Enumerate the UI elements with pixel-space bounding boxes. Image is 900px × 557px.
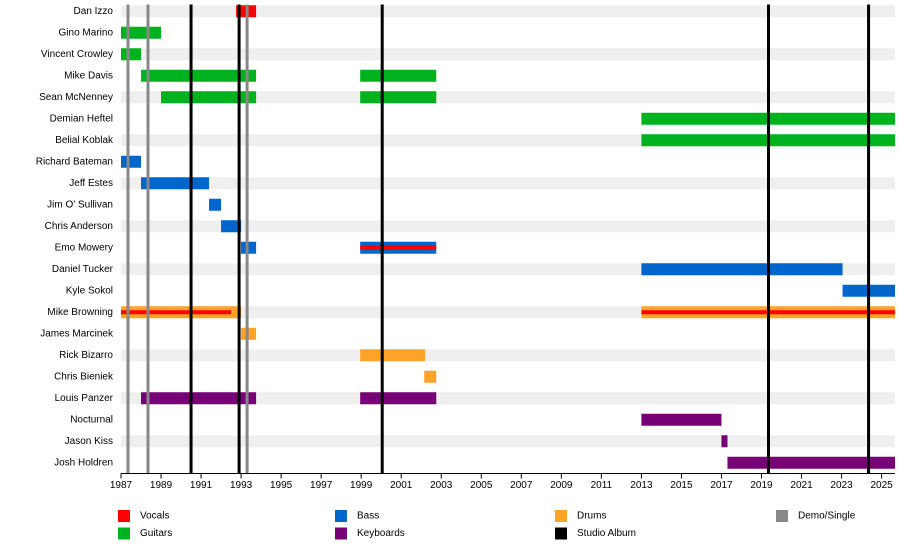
x-tick-label: 2001 (390, 480, 413, 491)
legend-label: Studio Album (577, 528, 636, 539)
x-tick-label: 2025 (870, 480, 893, 491)
x-tick-label: 1995 (270, 480, 293, 491)
span-bar (641, 263, 843, 276)
legend-swatch (118, 527, 130, 540)
x-tick-label: 2003 (430, 480, 453, 491)
x-tick-label: 2007 (510, 480, 533, 491)
legend-label: Guitars (140, 528, 172, 539)
x-tick-label: 1999 (350, 480, 373, 491)
x-tick-label: 2011 (591, 480, 613, 491)
x-tick-label: 2009 (550, 480, 573, 491)
row-label: Richard Bateman (36, 156, 113, 167)
span-bar (121, 310, 232, 315)
legend-label: Vocals (140, 511, 169, 522)
row-label: Chris Anderson (45, 221, 113, 232)
row-band (121, 91, 895, 104)
row-band (121, 48, 895, 61)
row-label: Josh Holdren (54, 457, 113, 468)
x-tick-label: 1987 (110, 480, 133, 491)
span-bar (360, 245, 437, 250)
span-bar (641, 413, 722, 426)
row-label: Rick Bizarro (59, 350, 113, 361)
x-tick-label: 1997 (310, 480, 333, 491)
span-bar (121, 155, 142, 168)
row-label: Kyle Sokol (66, 285, 113, 296)
span-bar (121, 26, 162, 39)
span-bar (209, 198, 222, 211)
legend-swatch (118, 510, 130, 522)
span-bar (161, 91, 257, 104)
row-label: Chris Bieniek (54, 371, 114, 382)
row-label: Demian Heftel (50, 113, 113, 124)
x-tick-label: 2013 (630, 480, 653, 491)
row-label: James Marcinek (40, 328, 114, 339)
row-label: Dan Izzo (74, 6, 114, 17)
x-tick-label: 1993 (230, 480, 253, 491)
span-bar (141, 69, 257, 82)
span-bar (424, 370, 437, 383)
row-label: Jeff Estes (69, 178, 113, 189)
span-bar (241, 327, 257, 340)
legend-label: Drums (577, 511, 606, 522)
span-bar (141, 177, 210, 190)
row-label: Daniel Tucker (52, 264, 114, 275)
row-label: Mike Browning (47, 307, 113, 318)
span-bar (121, 48, 142, 61)
legend-swatch (555, 527, 567, 540)
row-band (121, 5, 895, 18)
row-label: Sean McNenney (39, 92, 113, 103)
row-band (121, 220, 895, 233)
x-tick-label: 1989 (150, 480, 173, 491)
x-tick-label: 2017 (710, 480, 733, 491)
span-bar (360, 349, 426, 362)
legend-swatch (776, 510, 788, 522)
row-label: Mike Davis (64, 70, 113, 81)
x-tick-label: 2005 (470, 480, 493, 491)
row-label: Emo Mowery (55, 242, 113, 253)
row-label: Louis Panzer (55, 393, 114, 404)
row-label: Belial Koblak (55, 135, 114, 146)
x-tick-label: 1991 (190, 480, 213, 491)
row-label: Nocturnal (70, 414, 113, 425)
x-tick-label: 2021 (790, 480, 813, 491)
x-tick-label: 2015 (670, 480, 693, 491)
legend-label: Bass (357, 511, 379, 522)
row-label: Vincent Crowley (41, 49, 113, 60)
row-label: Jason Kiss (65, 436, 113, 447)
span-bar (721, 435, 728, 448)
legend-label: Demo/Single (798, 511, 856, 522)
row-label: Gino Marino (59, 27, 114, 38)
row-band (121, 435, 895, 448)
legend-label: Keyboards (357, 528, 405, 539)
legend-swatch (555, 510, 567, 522)
span-bar (241, 241, 257, 254)
legend-swatch (335, 510, 347, 522)
x-tick-label: 2023 (830, 480, 853, 491)
span-bar (141, 392, 257, 405)
row-band (121, 392, 895, 405)
span-bar (221, 220, 242, 233)
row-label: Jim O' Sullivan (47, 199, 113, 210)
x-tick-label: 2019 (750, 480, 773, 491)
row-band (121, 349, 895, 362)
span-bar (360, 392, 437, 405)
span-bar (360, 91, 437, 104)
row-band (121, 177, 895, 190)
legend-swatch (335, 527, 347, 540)
span-bar (360, 69, 437, 82)
